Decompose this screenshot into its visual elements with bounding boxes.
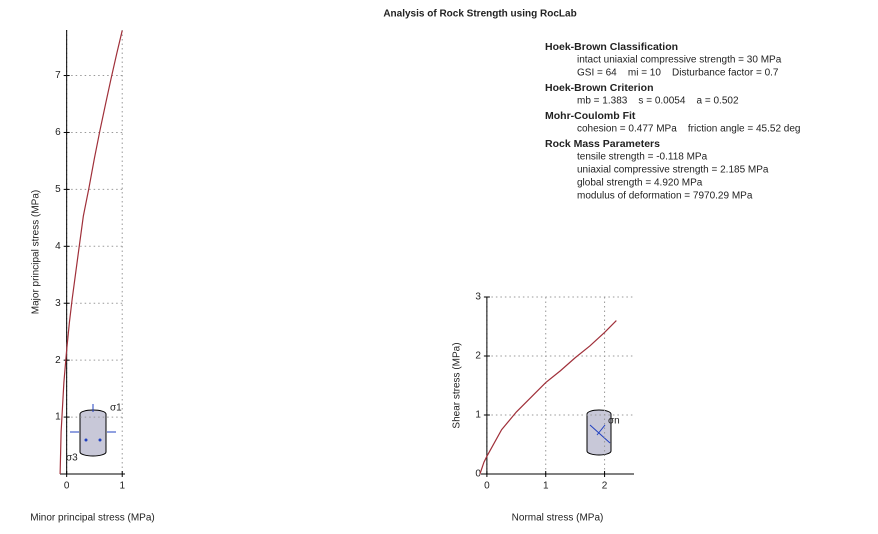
- icon-label: σn: [608, 416, 620, 427]
- page-title: Analysis of Rock Strength using RocLab: [383, 9, 576, 20]
- x-tick-label: 0: [64, 481, 70, 492]
- y-tick-label: 7: [55, 70, 61, 81]
- x-axis-label: Minor principal stress (MPa): [30, 513, 154, 524]
- parameter-line: uniaxial compressive strength = 2.185 MP…: [577, 165, 769, 176]
- section-heading: Hoek-Brown Classification: [545, 41, 678, 53]
- icon-label: σ1: [110, 403, 122, 414]
- parameter-line: tensile strength = -0.118 MPa: [577, 152, 708, 163]
- y-tick-label: 5: [55, 184, 61, 195]
- y-tick-label: 2: [475, 351, 481, 362]
- y-tick-label: 6: [55, 127, 61, 138]
- section-heading: Mohr-Coulomb Fit: [545, 110, 636, 122]
- y-tick-label: 1: [475, 410, 481, 421]
- section-heading: Rock Mass Parameters: [545, 138, 660, 150]
- parameter-line: modulus of deformation = 7970.29 MPa: [577, 191, 753, 202]
- section-heading: Hoek-Brown Criterion: [545, 82, 654, 94]
- parameter-line: mb = 1.383 s = 0.0054 a = 0.502: [577, 96, 739, 107]
- parameter-line: intact uniaxial compressive strength = 3…: [577, 55, 782, 66]
- parameter-line: global strength = 4.920 MPa: [577, 178, 703, 189]
- y-tick-label: 3: [55, 298, 61, 309]
- y-tick-label: 3: [475, 292, 481, 303]
- y-tick-label: 1: [55, 412, 61, 423]
- x-tick-label: 1: [119, 481, 125, 492]
- x-axis-label: Normal stress (MPa): [512, 513, 604, 524]
- x-tick-label: 0: [484, 481, 490, 492]
- chart-page: Analysis of Rock Strength using RocLab σ…: [0, 0, 878, 529]
- parameter-line: cohesion = 0.477 MPa friction angle = 45…: [577, 124, 801, 135]
- parameter-line: GSI = 64 mi = 10 Disturbance factor = 0.…: [577, 68, 779, 79]
- icon-label: σ3: [66, 453, 78, 464]
- y-axis-label: Major principal stress (MPa): [31, 190, 42, 314]
- x-tick-label: 1: [543, 481, 549, 492]
- y-tick-label: 2: [55, 355, 61, 366]
- x-tick-label: 2: [602, 481, 608, 492]
- y-tick-label: 4: [55, 241, 61, 252]
- y-axis-label: Shear stress (MPa): [452, 342, 463, 428]
